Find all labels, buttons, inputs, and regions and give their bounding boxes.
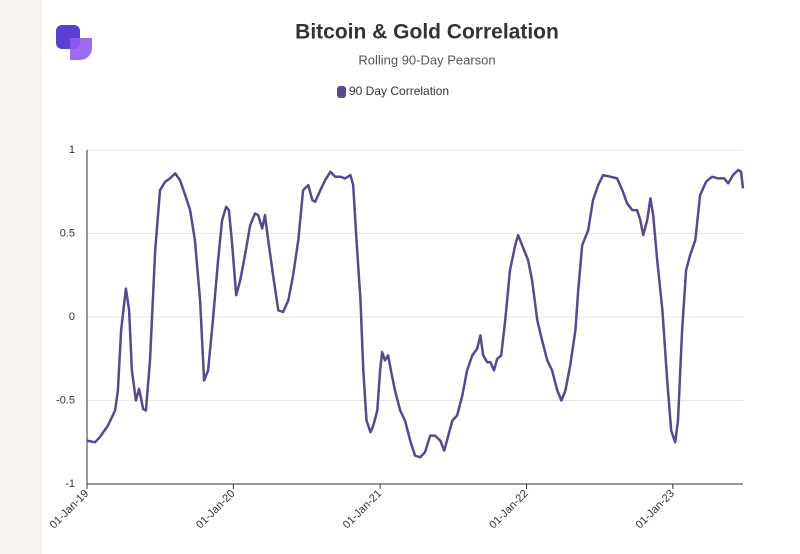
y-tick-label: 0.5 <box>60 227 75 239</box>
x-tick-label: 01-Jan-20 <box>194 488 238 532</box>
x-tick-label: 01-Jan-23 <box>633 488 677 532</box>
y-tick-label: 0 <box>69 311 75 323</box>
x-tick-label: 01-Jan-21 <box>341 488 385 532</box>
x-tick-label: 01-Jan-19 <box>48 488 92 532</box>
logo <box>56 25 92 60</box>
chart-title: Bitcoin & Gold Correlation <box>295 21 559 44</box>
y-tick-label: 1 <box>69 144 75 156</box>
y-tick-label: -0.5 <box>56 394 75 406</box>
legend-swatch <box>337 86 346 98</box>
legend-label: 90 Day Correlation <box>349 84 449 98</box>
y-tick-label: -1 <box>65 478 75 490</box>
side-decoration <box>0 0 42 554</box>
x-tick-label: 01-Jan-22 <box>487 488 531 532</box>
chart-subtitle: Rolling 90-Day Pearson <box>358 52 495 67</box>
line <box>86 168 745 459</box>
